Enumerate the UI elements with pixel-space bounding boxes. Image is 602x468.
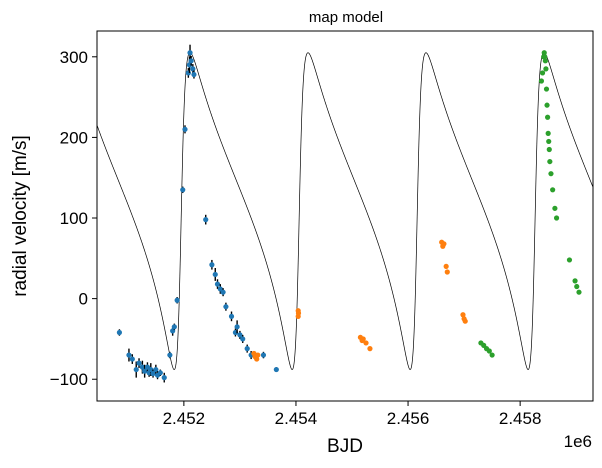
data-point-series-1 xyxy=(237,332,243,338)
y-axis: −100 0 100 200 300 xyxy=(50,48,97,389)
y-tick-label: 0 xyxy=(79,290,88,309)
data-point-series-3 xyxy=(543,66,549,72)
data-point-series-1 xyxy=(157,370,163,376)
data-point-series-2 xyxy=(444,269,450,275)
y-axis-label: radial velocity [m/s] xyxy=(10,135,31,297)
x-tick-label: 2.456 xyxy=(387,409,430,428)
data-point-series-1 xyxy=(214,281,221,287)
data-point-series-1 xyxy=(182,126,188,132)
x-tick-label: 2.458 xyxy=(499,409,542,428)
data-point-series-3 xyxy=(546,138,552,145)
x-tick-label: 2.454 xyxy=(275,409,318,428)
data-point-series-1 xyxy=(180,187,186,193)
data-point-series-3 xyxy=(542,58,548,64)
data-point-series-1 xyxy=(167,352,173,358)
y-tick-label: −100 xyxy=(50,370,88,389)
data-point-series-1 xyxy=(171,324,177,330)
chart-title: map model xyxy=(309,9,383,26)
data-point-series-2 xyxy=(367,346,373,352)
data-point-series-1 xyxy=(136,360,142,366)
x-offset-label: 1e6 xyxy=(564,432,592,451)
data-point-series-1 xyxy=(273,366,279,373)
data-point-series-3 xyxy=(489,352,495,358)
data-point-series-3 xyxy=(553,215,560,221)
data-points-layer xyxy=(116,44,582,383)
data-point-series-3 xyxy=(541,50,547,56)
data-point-series-1 xyxy=(190,66,196,72)
y-tick-label: 200 xyxy=(60,128,88,147)
data-point-series-1 xyxy=(142,368,148,374)
data-point-series-2 xyxy=(460,312,466,318)
data-point-series-3 xyxy=(576,289,582,295)
data-point-series-1 xyxy=(191,71,197,78)
x-axis-label: BJD xyxy=(327,436,363,457)
data-point-series-1 xyxy=(116,329,123,336)
data-point-series-3 xyxy=(552,205,558,211)
data-point-series-1 xyxy=(212,271,218,278)
data-point-series-3 xyxy=(547,158,553,165)
model-curve xyxy=(97,52,593,370)
data-point-series-2 xyxy=(360,336,366,342)
y-tick-label: 300 xyxy=(60,48,88,67)
data-point-series-3 xyxy=(486,348,492,354)
data-point-series-2 xyxy=(254,356,260,362)
data-point-series-1 xyxy=(188,58,194,64)
data-point-series-1 xyxy=(150,370,156,377)
data-point-series-3 xyxy=(543,86,550,92)
data-point-series-2 xyxy=(441,241,447,247)
data-point-series-1 xyxy=(234,324,240,330)
data-point-series-1 xyxy=(161,375,167,381)
data-point-series-3 xyxy=(572,278,578,284)
data-point-series-3 xyxy=(546,146,552,153)
data-point-series-1 xyxy=(209,262,215,268)
data-point-series-3 xyxy=(539,70,546,76)
data-point-series-1 xyxy=(203,217,209,223)
data-point-series-1 xyxy=(240,336,246,342)
plot-frame xyxy=(96,30,594,402)
data-point-series-3 xyxy=(538,78,545,84)
data-point-series-1 xyxy=(126,352,132,358)
data-point-series-2 xyxy=(255,352,261,358)
data-point-series-3 xyxy=(544,102,550,108)
data-point-series-2 xyxy=(363,340,369,346)
data-point-series-1 xyxy=(133,366,139,373)
data-point-series-1 xyxy=(153,366,159,373)
y-tick-label: 100 xyxy=(60,209,88,228)
data-point-series-1 xyxy=(223,304,229,310)
data-point-series-1 xyxy=(129,356,135,362)
data-point-series-3 xyxy=(574,283,580,290)
data-point-series-1 xyxy=(187,50,193,56)
data-point-series-2 xyxy=(443,263,449,269)
x-tick-label: 2.452 xyxy=(163,409,206,428)
data-point-series-3 xyxy=(545,130,551,136)
data-point-series-3 xyxy=(542,54,548,60)
data-point-series-1 xyxy=(139,364,145,370)
data-point-series-1 xyxy=(260,352,267,358)
data-point-series-2 xyxy=(462,318,468,324)
data-point-series-1 xyxy=(220,289,226,295)
data-point-series-2 xyxy=(295,310,302,316)
data-point-series-3 xyxy=(550,187,556,193)
data-point-series-1 xyxy=(244,346,250,352)
data-point-series-3 xyxy=(548,171,554,177)
data-point-series-3 xyxy=(545,114,551,120)
data-point-series-1 xyxy=(228,313,235,319)
x-axis: 2.452 2.454 2.456 2.458 xyxy=(163,401,542,428)
data-point-series-3 xyxy=(566,257,573,263)
data-point-series-1 xyxy=(174,297,180,303)
model-curve-layer xyxy=(97,52,593,370)
data-point-series-1 xyxy=(148,366,154,373)
